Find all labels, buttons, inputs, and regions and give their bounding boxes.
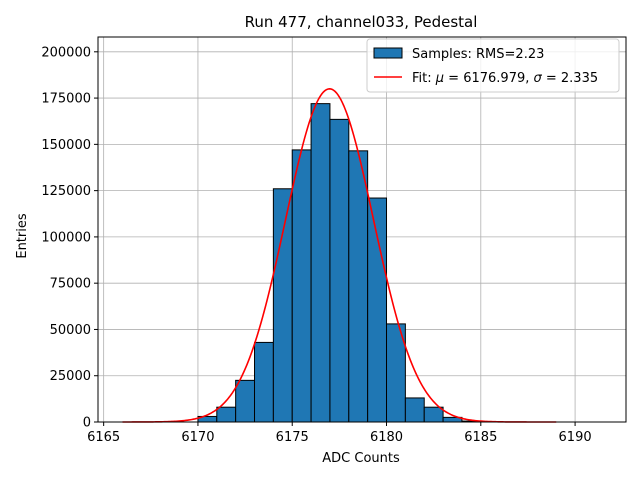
histogram-bars — [197, 103, 482, 423]
histogram-bar — [329, 118, 350, 423]
histogram-bar — [404, 397, 425, 423]
x-tick-label: 6190 — [559, 430, 592, 445]
plot-frame — [97, 36, 627, 423]
x-axis: 6165 6170 6175 6180 6185 6190 — [87, 422, 592, 445]
chart-title: Run 477, channel033, Pedestal — [245, 13, 478, 31]
y-tick-label: 50000 — [50, 323, 91, 338]
y-tick-label: 175000 — [41, 92, 91, 107]
fit-curve — [122, 88, 557, 423]
x-tick-label: 6180 — [370, 430, 403, 445]
histogram-bar — [235, 379, 256, 423]
y-tick-label: 0 — [83, 416, 91, 431]
x-tick-label: 6170 — [181, 430, 214, 445]
x-axis-title: ADC Counts — [322, 451, 400, 466]
y-tick-label: 100000 — [41, 230, 91, 245]
histogram-bar — [310, 103, 331, 423]
y-tick-label: 200000 — [41, 45, 91, 60]
histogram-bar — [367, 197, 388, 423]
grid — [98, 37, 626, 423]
legend-label-fit: Fit: μ = 6176.979, σ = 2.335 — [412, 71, 598, 86]
y-tick-label: 150000 — [41, 138, 91, 153]
histogram-bar — [254, 341, 274, 423]
y-tick-label: 125000 — [41, 184, 91, 199]
legend-swatch-histogram — [373, 47, 403, 59]
x-tick-label: 6175 — [276, 430, 309, 445]
legend-frame — [366, 38, 620, 93]
y-tick-label: 25000 — [50, 369, 91, 384]
histogram-bar — [348, 150, 369, 423]
y-axis: 0 25000 50000 75000 100000 125000 150000 175000… — [41, 45, 98, 431]
y-axis-title: Entries — [15, 213, 30, 259]
histogram-bar — [291, 149, 312, 423]
x-tick-label: 6185 — [464, 430, 497, 445]
histogram-bar — [216, 406, 237, 423]
histogram-bar — [423, 406, 444, 423]
histogram-bar — [272, 188, 293, 423]
legend: Samples: RMS=2.23 Fit: μ = 6176.979, σ =… — [366, 38, 620, 93]
y-tick-label: 75000 — [50, 277, 91, 292]
x-tick-label: 6165 — [87, 430, 120, 445]
legend-label-histogram: Samples: RMS=2.23 — [412, 47, 544, 62]
